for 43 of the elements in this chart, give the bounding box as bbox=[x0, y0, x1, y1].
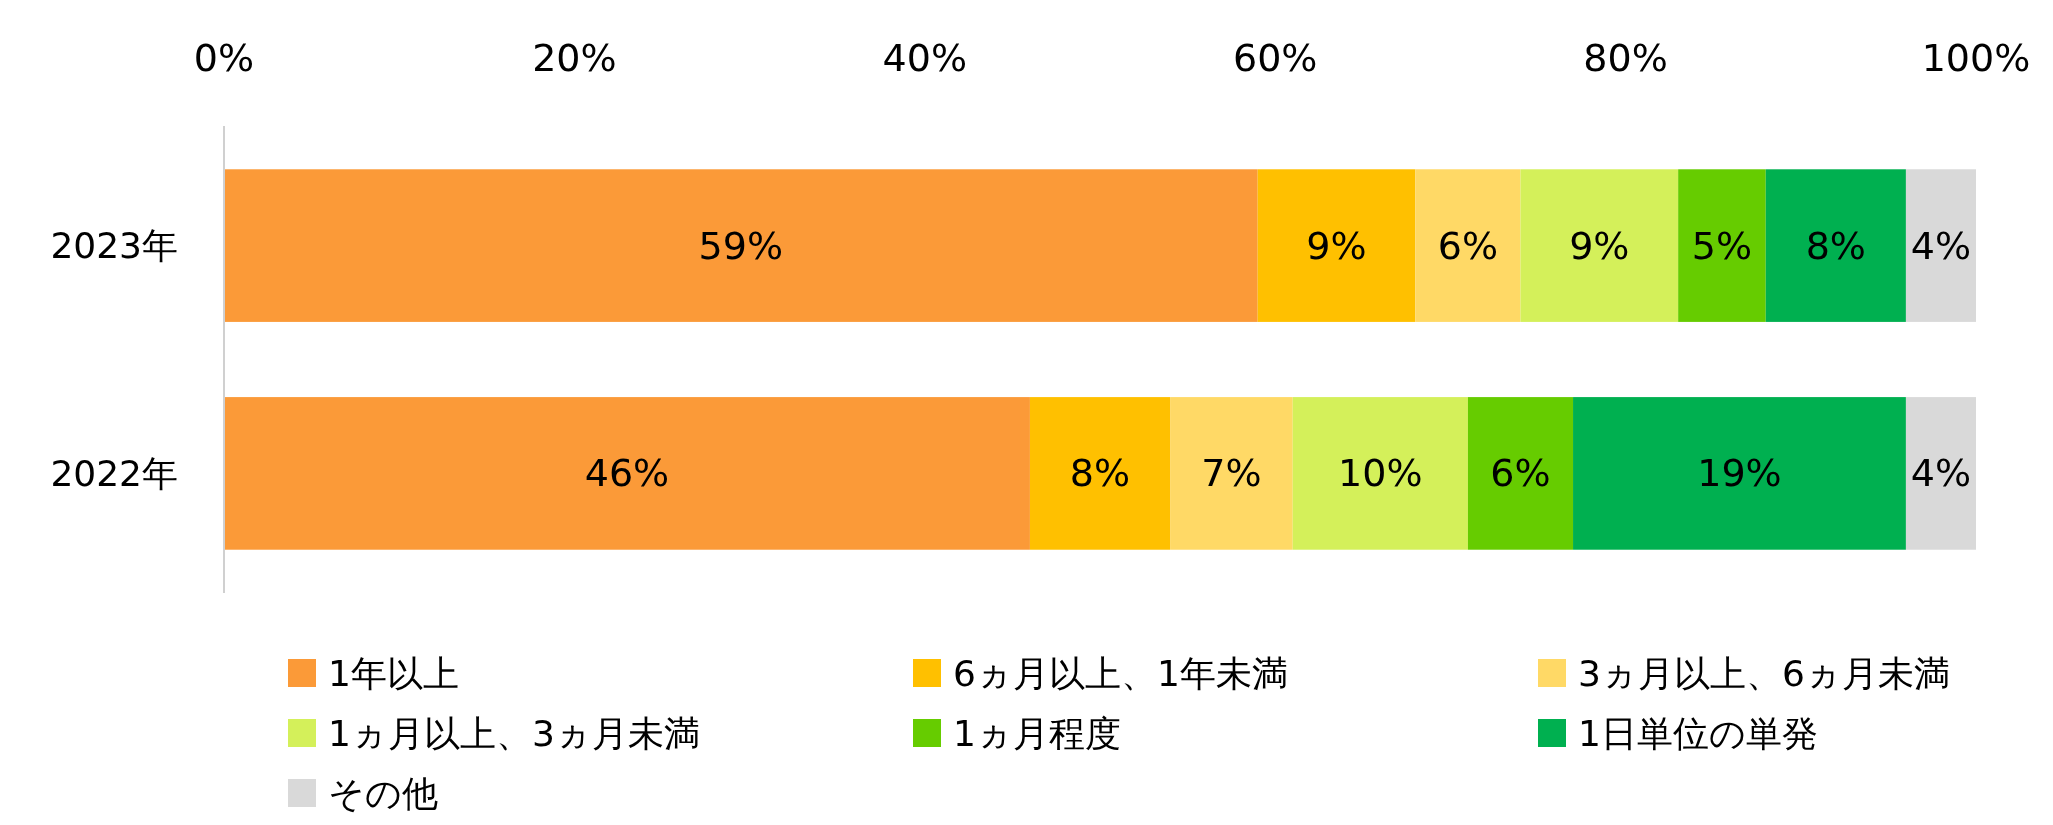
x-tick-label: 100% bbox=[1921, 36, 2031, 80]
legend-label: 1ヵ月以上、3ヵ月未満 bbox=[328, 712, 700, 754]
bar bbox=[1905, 397, 1976, 550]
legend-label: 1日単位の単発 bbox=[1578, 712, 1818, 754]
x-tick-label: 20% bbox=[532, 36, 617, 80]
bar bbox=[1467, 397, 1574, 550]
data-label: 19% bbox=[1697, 451, 1782, 496]
legend-label: 3ヵ月以上、6ヵ月未満 bbox=[1578, 652, 1950, 694]
data-label: 46% bbox=[584, 451, 670, 496]
data-label: 4% bbox=[1910, 223, 1972, 268]
data-label: 9% bbox=[1306, 223, 1367, 268]
bar bbox=[1765, 169, 1906, 322]
x-tick-label: 40% bbox=[882, 36, 968, 80]
bar bbox=[1520, 169, 1679, 322]
bar bbox=[1170, 397, 1293, 550]
legend-label: 1年以上 bbox=[328, 652, 459, 694]
data-label: 8% bbox=[1069, 451, 1131, 496]
data-label: 5% bbox=[1691, 223, 1753, 268]
legend-label: 6ヵ月以上、1年未満 bbox=[953, 652, 1288, 694]
y-tick-label: 2023年 bbox=[50, 225, 178, 267]
data-label: 59% bbox=[698, 223, 784, 268]
bar bbox=[1029, 397, 1171, 550]
bar bbox=[1905, 169, 1976, 322]
data-label: 7% bbox=[1201, 451, 1262, 496]
bar bbox=[224, 169, 1258, 322]
bar bbox=[1257, 169, 1416, 322]
data-label: 8% bbox=[1805, 223, 1866, 268]
bar bbox=[1415, 169, 1521, 322]
bar bbox=[1292, 397, 1468, 550]
x-tick-label: 60% bbox=[1232, 36, 1318, 80]
x-tick-label: 80% bbox=[1583, 36, 1668, 80]
data-label: 9% bbox=[1569, 223, 1630, 268]
data-label: 6% bbox=[1490, 451, 1551, 496]
x-tick-label: 0% bbox=[193, 36, 255, 80]
bar bbox=[224, 397, 1030, 550]
bar bbox=[1573, 397, 1906, 550]
data-label: 6% bbox=[1437, 223, 1499, 268]
legend-label: その他 bbox=[328, 772, 438, 814]
bar bbox=[1678, 169, 1766, 322]
y-tick-label: 2022年 bbox=[50, 452, 178, 494]
data-label: 4% bbox=[1910, 451, 1972, 496]
data-label: 10% bbox=[1338, 451, 1423, 496]
legend-label: 1ヵ月程度 bbox=[953, 712, 1121, 754]
